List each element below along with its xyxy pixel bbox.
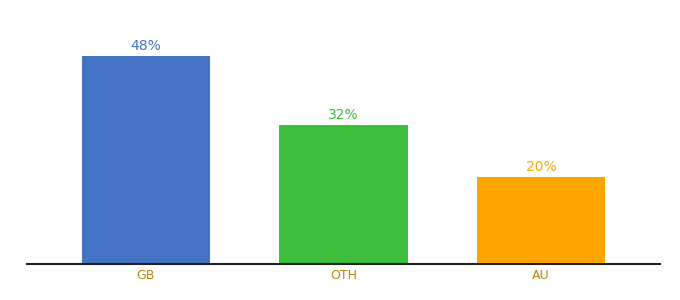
Bar bbox=[477, 177, 605, 264]
Text: 32%: 32% bbox=[328, 108, 359, 122]
Bar bbox=[279, 125, 407, 264]
Text: 20%: 20% bbox=[526, 160, 556, 174]
Bar bbox=[82, 56, 210, 264]
Text: 48%: 48% bbox=[131, 39, 161, 53]
